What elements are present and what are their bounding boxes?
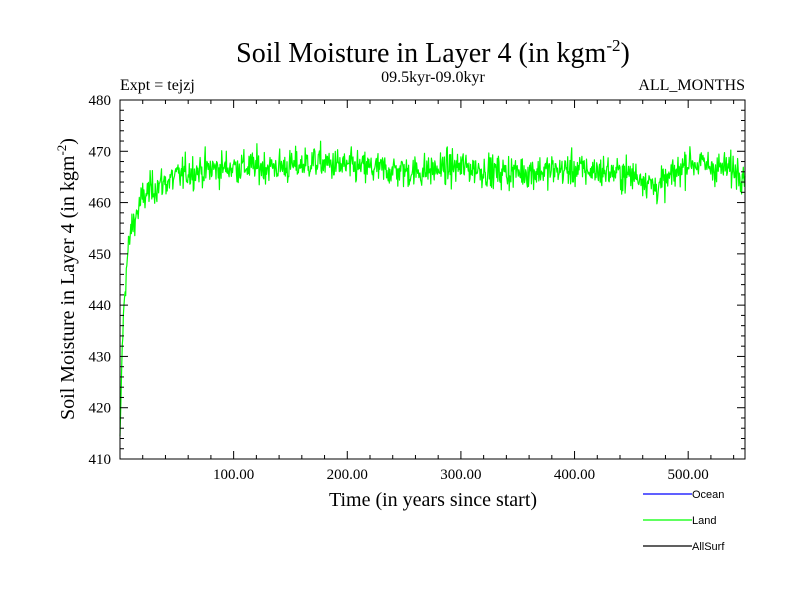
y-tick-label: 450 xyxy=(89,247,112,263)
months-label: ALL_MONTHS xyxy=(638,77,745,94)
y-tick-label: 480 xyxy=(89,93,112,109)
x-tick-label: 300.00 xyxy=(440,467,481,483)
x-tick-label: 500.00 xyxy=(668,467,709,483)
legend-label-land: Land xyxy=(692,515,716,527)
y-tick-label: 410 xyxy=(89,452,112,468)
legend: Ocean Land AllSurf xyxy=(643,489,725,553)
chart-title: Soil Moisture in Layer 4 (in kgm-2) xyxy=(236,36,630,69)
legend-label-allsurf: AllSurf xyxy=(692,541,725,553)
y-tick-label: 460 xyxy=(89,196,112,212)
x-tick-label: 400.00 xyxy=(554,467,595,483)
x-tick-label: 100.00 xyxy=(213,467,254,483)
y-tick-label: 430 xyxy=(89,349,112,365)
legend-label-ocean: Ocean xyxy=(692,489,724,501)
y-tick-label: 470 xyxy=(89,144,112,160)
y-axis-label: Soil Moisture in Layer 4 (in kgm-2) xyxy=(54,138,79,420)
plot-series-layer xyxy=(119,140,746,437)
y-tick-label: 440 xyxy=(89,298,112,314)
period-label: 09.5kyr-09.0kyr xyxy=(381,69,485,86)
series-line-land xyxy=(119,140,746,437)
x-axis-label: Time (in years since start) xyxy=(329,489,537,511)
y-tick-label: 420 xyxy=(89,401,112,417)
expt-label: Expt = tejzj xyxy=(120,77,195,94)
plot-frame xyxy=(119,99,746,460)
x-tick-label: 200.00 xyxy=(327,467,368,483)
axis-ticks-layer: 100.00 200.00 300.00 400.00 500.00 410 420 430 4… xyxy=(89,93,745,483)
